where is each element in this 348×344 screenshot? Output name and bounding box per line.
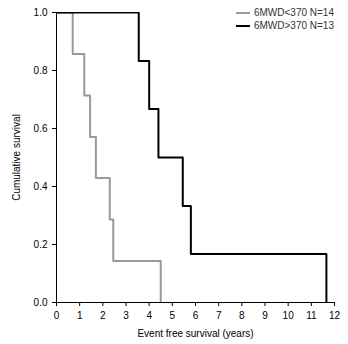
svg-text:0.8: 0.8 — [34, 65, 48, 76]
svg-text:1.0: 1.0 — [34, 7, 48, 18]
svg-text:11: 11 — [306, 310, 317, 321]
svg-text:Event free survival (years): Event free survival (years) — [137, 328, 253, 339]
html-text:6MWD>370 N=13: 6MWD>370 N=13 — [254, 20, 334, 31]
svg-text:0.4: 0.4 — [34, 181, 48, 192]
svg-text:8: 8 — [239, 310, 245, 321]
svg-text:0.6: 0.6 — [34, 123, 48, 134]
svg-text:0.2: 0.2 — [34, 239, 48, 250]
svg-text:6: 6 — [193, 310, 199, 321]
svg-text:0.0: 0.0 — [34, 297, 48, 308]
svg-text:0: 0 — [54, 310, 60, 321]
svg-text:10: 10 — [283, 310, 295, 321]
svg-text:Cumulative survival: Cumulative survival — [11, 114, 22, 201]
svg-text:9: 9 — [262, 310, 268, 321]
html-text:6MWD<370 N=14: 6MWD<370 N=14 — [254, 7, 334, 18]
svg-text:4: 4 — [146, 310, 152, 321]
svg-text:7: 7 — [216, 310, 222, 321]
svg-text:1: 1 — [77, 310, 83, 321]
svg-text:5: 5 — [170, 310, 176, 321]
svg-text:12: 12 — [329, 310, 341, 321]
svg-text:3: 3 — [123, 310, 129, 321]
svg-text:2: 2 — [100, 310, 106, 321]
